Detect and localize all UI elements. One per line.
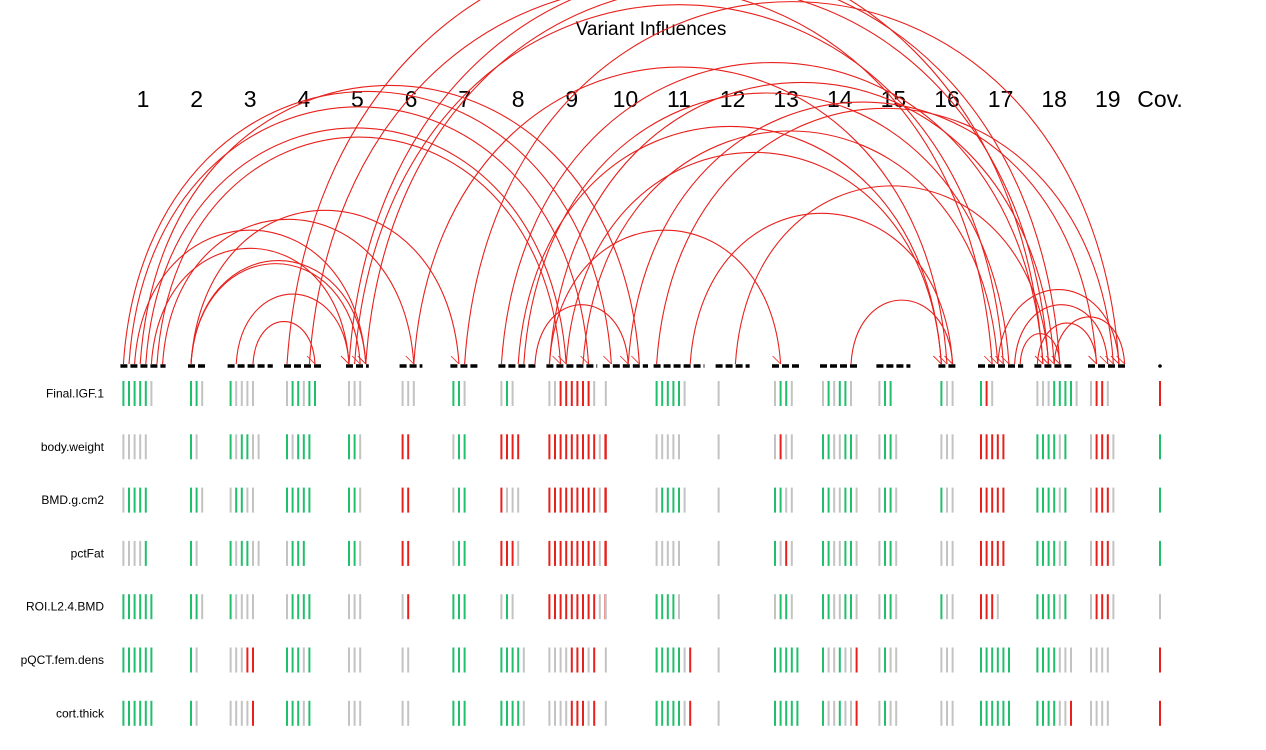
chromosome-label-19: 19 [1095, 86, 1121, 112]
trait-label: cort.thick [56, 706, 105, 720]
interaction-arc-2-7 [190, 209, 460, 365]
interaction-arrow [450, 355, 460, 365]
interaction-arc-1-9 [145, 127, 567, 365]
chromosome-label-2: 2 [190, 86, 203, 112]
interaction-arc-18-19 [1053, 316, 1126, 365]
interaction-arc-4-18 [286, 0, 1044, 365]
interaction-arc-17-19 [1014, 304, 1109, 365]
interaction-arrow [933, 355, 942, 365]
interaction-arrow [944, 355, 953, 365]
interaction-arc-4-17 [308, 0, 993, 365]
interaction-arrow [1110, 355, 1120, 365]
interaction-arc-9-13 [548, 229, 782, 365]
interaction-arc-9-17 [582, 130, 999, 365]
interaction-arrow [1088, 355, 1097, 365]
interaction-arrow [1116, 355, 1125, 365]
interaction-arrow [1045, 355, 1055, 365]
trait-label: pQCT.fem.dens [21, 653, 104, 667]
interaction-arc-11-19 [656, 107, 1114, 365]
interaction-arc-5-18 [348, 0, 1061, 365]
interaction-arrow [1051, 355, 1061, 365]
interaction-arrow [603, 355, 612, 365]
interaction-arc-1-10 [139, 85, 640, 365]
interaction-arc-1-5 [150, 247, 350, 365]
interaction-arrow [938, 355, 948, 365]
interaction-arc-9-16 [565, 152, 942, 365]
chart-title: Variant Influences [576, 19, 727, 40]
interaction-arc-2-5 [190, 263, 361, 365]
chromosome-label-16: 16 [934, 86, 960, 112]
trait-label: pctFat [71, 546, 105, 560]
interaction-arc-9-18 [548, 82, 1055, 365]
interaction-arc-2-5 [190, 260, 367, 365]
interaction-arc-3-4 [252, 320, 316, 365]
interaction-arc-11-16 [689, 212, 954, 365]
interaction-arrow [557, 355, 567, 365]
interaction-arrow [989, 355, 999, 365]
genome-baseline [120, 364, 1162, 368]
interaction-arc-8-17 [523, 92, 1010, 365]
interaction-arrow [1000, 355, 1010, 365]
interaction-arc-17-19 [997, 289, 1120, 365]
effect-ticks [122, 381, 1161, 726]
interaction-arrow [772, 355, 781, 365]
interaction-arc-8-18 [500, 61, 1044, 365]
interaction-arrow [983, 355, 993, 365]
interaction-arrow [619, 355, 629, 365]
interaction-arrow [340, 355, 350, 365]
interaction-arc-14-16 [850, 299, 954, 365]
trait-labels: Final.IGF.1 body.weight BMD.g.cm2 pctFat ROI… [21, 387, 105, 721]
interaction-arrow [1034, 355, 1044, 365]
interaction-arrow [1099, 355, 1109, 365]
interaction-arc-8-10 [534, 304, 629, 365]
interaction-arcs [122, 0, 1126, 365]
interaction-arc-1-9 [156, 136, 562, 365]
interaction-arc-7-19 [464, 1, 1120, 365]
interaction-arrow [306, 355, 316, 365]
interaction-arrow [552, 355, 561, 365]
trait-label: BMD.g.cm2 [41, 493, 104, 507]
interaction-arrow [405, 355, 415, 365]
trait-label: body.weight [41, 440, 105, 454]
interaction-arc-3-5 [235, 293, 350, 365]
interaction-arrow [357, 355, 367, 365]
interaction-arrow [580, 355, 589, 365]
chromosome-label-1: 1 [137, 86, 150, 112]
chromosome-label-Cov: Cov. [1137, 86, 1183, 112]
chromosome-label-17: 17 [988, 86, 1014, 112]
interaction-arc-6-16 [413, 66, 948, 365]
interaction-arc-1-5 [134, 229, 367, 365]
chromosome-label-13: 13 [773, 86, 799, 112]
interaction-arrow [351, 355, 361, 365]
interaction-arc-17-18 [1019, 333, 1061, 365]
trait-label: Final.IGF.1 [46, 387, 104, 401]
baseline-dot-cov [1158, 364, 1162, 368]
interaction-arc-8-16 [517, 125, 942, 365]
chromosome-label-5: 5 [351, 86, 364, 112]
interaction-arc-1-10 [122, 91, 612, 365]
trait-label: ROI.L2.4.BMD [26, 600, 104, 614]
interaction-arrow [995, 355, 1004, 365]
chromosome-label-3: 3 [244, 86, 257, 112]
chromosome-label-18: 18 [1041, 86, 1067, 112]
chromosome-label-4: 4 [297, 86, 310, 112]
chromosome-label-8: 8 [512, 86, 525, 112]
interaction-arc-12-18 [734, 185, 1050, 365]
chromosome-label-11: 11 [667, 86, 691, 112]
interaction-arc-1-6 [162, 219, 415, 365]
interaction-arrow [631, 355, 640, 365]
interaction-arc-18-19 [1036, 322, 1098, 365]
interaction-arc-5-18 [365, 0, 1050, 365]
chromosome-label-6: 6 [405, 86, 418, 112]
chromosome-label-14: 14 [827, 86, 853, 112]
interaction-arrow [1040, 355, 1049, 365]
interaction-arc-5-17 [354, 4, 1004, 365]
interaction-arc-10-19 [627, 101, 1098, 365]
chromosome-label-10: 10 [613, 86, 639, 112]
